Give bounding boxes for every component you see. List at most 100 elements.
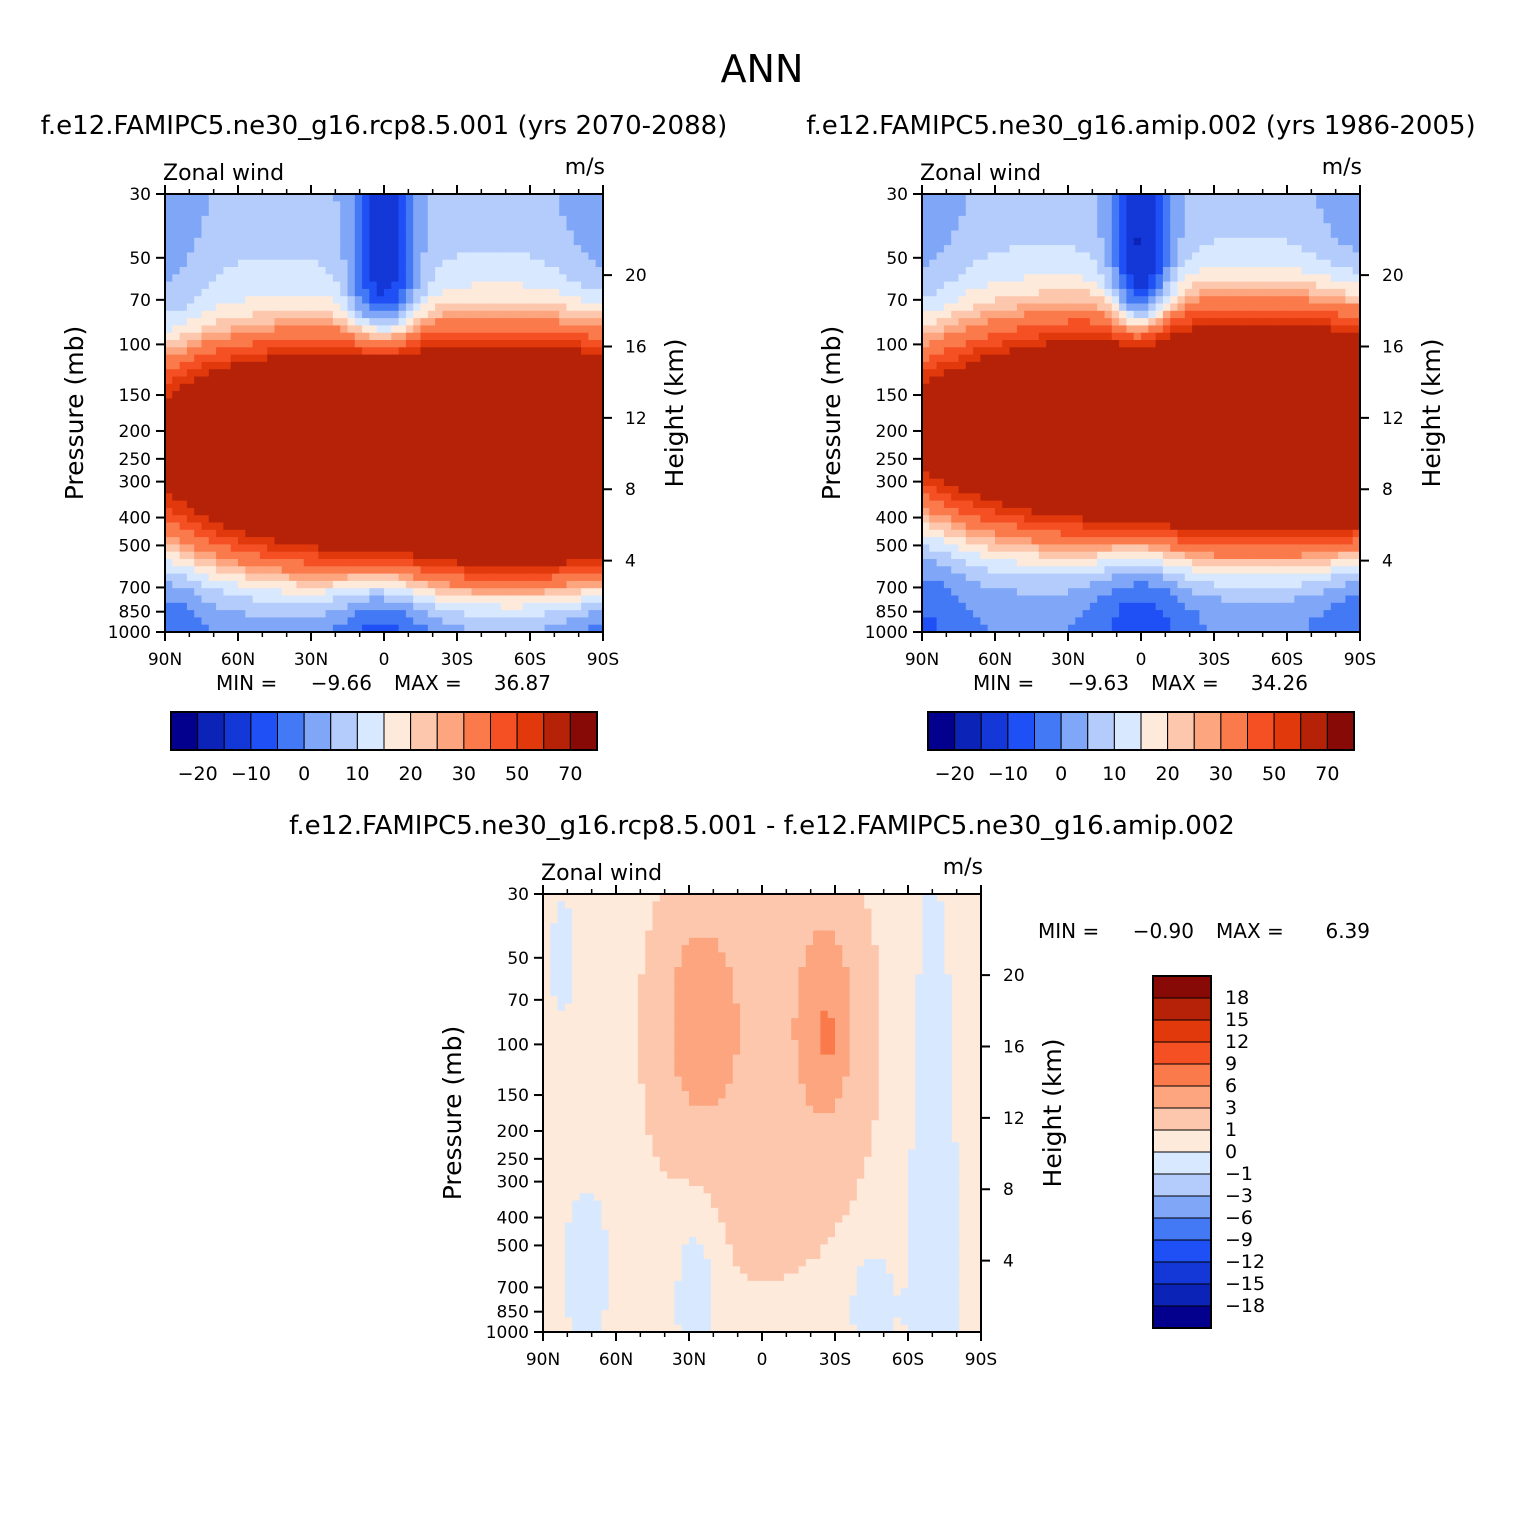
panel-a-cell — [245, 274, 254, 283]
panel-b-cell — [980, 361, 989, 370]
panel-a-cell — [486, 208, 495, 217]
panel-a-cell — [274, 551, 283, 560]
panel-b-cell — [1038, 194, 1047, 202]
panel-a-cell — [515, 391, 524, 399]
panel-a-cell — [259, 464, 268, 472]
panel-a-cell — [172, 398, 181, 407]
panel-b-cell — [958, 434, 967, 443]
panel-b-cell — [958, 318, 967, 326]
panel-a-cell — [471, 456, 480, 465]
panel-b-cell — [1060, 573, 1069, 582]
panel-a-cell — [369, 318, 378, 326]
panel-b-cell — [1060, 325, 1069, 334]
panel-a-cell — [500, 274, 509, 283]
panel-a-cell — [442, 391, 451, 399]
panel-a-cell — [588, 515, 597, 524]
panel-a-cell — [303, 376, 312, 385]
panel-a-cell — [457, 340, 465, 348]
panel-a-cell — [464, 245, 473, 253]
panel-a-cell — [384, 252, 392, 261]
panel-a-cell — [354, 288, 363, 297]
panel-a-cell — [362, 383, 370, 392]
panel-a-cell — [559, 281, 568, 290]
panel-b-cell — [922, 347, 930, 356]
panel-b-cell — [943, 398, 952, 407]
panel-b-cell — [1038, 427, 1047, 436]
panel-a-cell — [464, 522, 473, 531]
panel-b-cell — [980, 398, 989, 407]
panel-a-cell — [508, 194, 516, 202]
panel-b-cell — [1031, 201, 1040, 210]
panel-a-cell — [471, 215, 480, 224]
panel-b-cell — [1009, 624, 1018, 633]
panel-a-cell — [427, 194, 436, 202]
panel-a-cell — [471, 610, 480, 618]
panel-a-cell — [522, 471, 531, 480]
panel-a-cell — [303, 493, 312, 502]
panel-a-cell — [267, 259, 276, 268]
panel-b-cell — [929, 559, 938, 567]
panel-a-cell — [354, 274, 363, 283]
panel-b-cell — [1060, 529, 1069, 538]
panel-a-cell — [508, 515, 516, 524]
panel-a-cell — [230, 391, 239, 399]
panel-b-cell — [980, 274, 989, 283]
panel-a-cell — [208, 354, 217, 363]
panel-a-cell — [208, 427, 217, 436]
panel-a-cell — [216, 529, 224, 538]
panel-a-cell — [296, 442, 305, 451]
panel-a-cell — [223, 223, 232, 232]
panel-a-cell — [245, 376, 254, 385]
panel-a-cell — [398, 427, 407, 436]
panel-b-cell — [987, 500, 996, 509]
panel-a-cell — [289, 566, 297, 575]
panel-a-cell — [427, 252, 436, 261]
panel-a-colorbar-box — [223, 711, 252, 751]
panel-a-cell — [216, 537, 224, 545]
panel-a-cell — [325, 537, 334, 545]
panel-b-cell — [987, 267, 996, 275]
panel-a-cell — [172, 573, 181, 582]
panel-a-cell — [318, 529, 327, 538]
panel-a-cell — [318, 486, 327, 494]
panel-b-cell — [1016, 267, 1025, 275]
panel-a-cell — [259, 515, 268, 524]
panel-a-cell — [471, 318, 480, 326]
panel-b-cell — [1038, 281, 1047, 290]
panel-a-cell — [442, 413, 451, 421]
panel-a-cell — [165, 391, 173, 399]
panel-a-cell — [464, 617, 473, 626]
panel-b-cell — [936, 573, 945, 582]
panel-a-cell — [165, 274, 173, 283]
panel-a-cell — [208, 325, 217, 334]
panel-a-cell — [435, 595, 443, 604]
panel-a-cell — [172, 274, 181, 283]
panel-a-cell — [588, 354, 597, 363]
panel-b-cell — [958, 478, 967, 487]
panel-a-cell — [398, 361, 407, 370]
panel-a-cell — [427, 237, 436, 246]
panel-a-cell — [384, 551, 392, 560]
panel-b-cell — [1068, 588, 1076, 597]
panel-b-cell — [1053, 361, 1062, 370]
panel-a-cell — [391, 325, 400, 334]
panel-a-cell — [318, 369, 327, 378]
panel-a-cell — [500, 551, 509, 560]
panel-a-cell — [493, 464, 502, 472]
panel-b-cell — [1060, 507, 1069, 516]
panel-a-cell — [581, 194, 589, 202]
panel-a-cell — [252, 427, 261, 436]
panel-a-cell — [281, 588, 290, 597]
panel-a-cell — [223, 230, 232, 239]
panel-a-cell — [588, 464, 597, 472]
panel-a-cell — [384, 544, 392, 553]
panel-a-cell — [537, 610, 546, 618]
panel-b-cell — [1009, 354, 1018, 363]
panel-a-cell — [289, 507, 297, 516]
panel-a-cell — [376, 347, 385, 356]
panel-a-cell — [486, 259, 495, 268]
panel-a-cell — [179, 500, 188, 509]
panel-b-cell — [1031, 383, 1040, 392]
panel-b-cell — [1068, 493, 1076, 502]
panel-a-cell — [413, 544, 422, 553]
